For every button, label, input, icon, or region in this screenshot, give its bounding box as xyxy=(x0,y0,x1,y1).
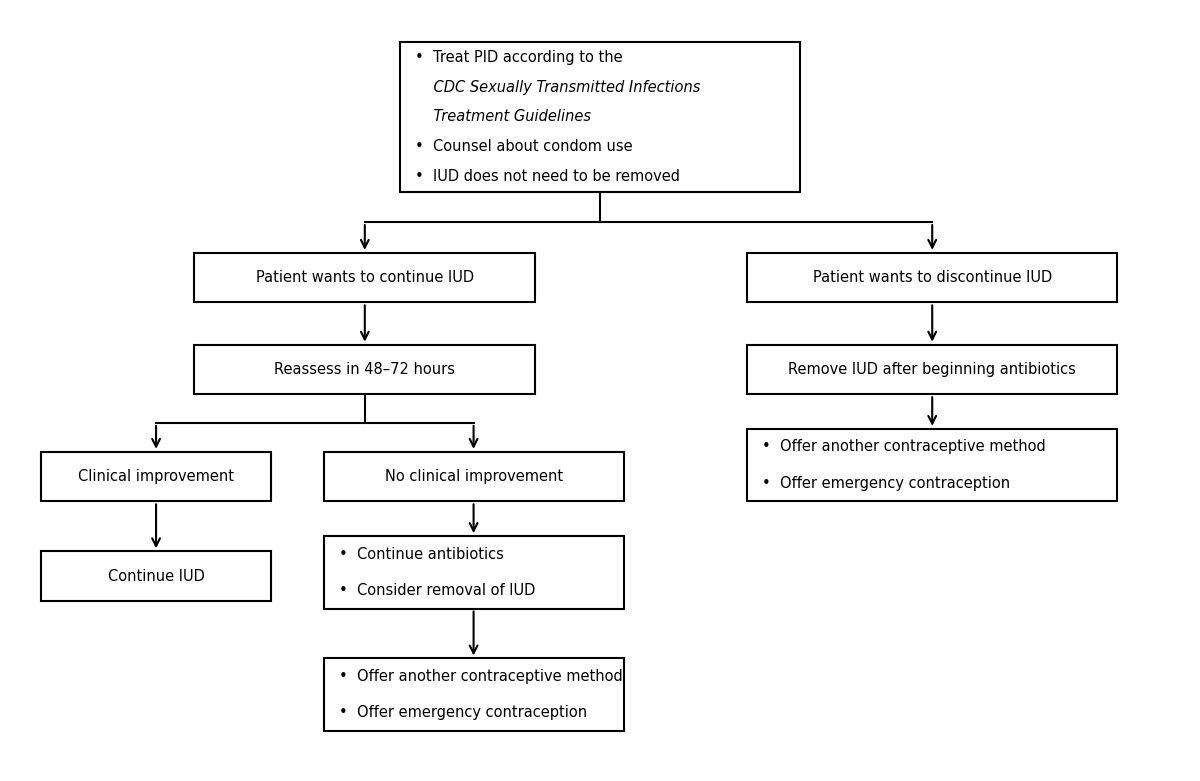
Text: •  Offer emergency contraception: • Offer emergency contraception xyxy=(338,705,587,720)
Text: Reassess in 48–72 hours: Reassess in 48–72 hours xyxy=(275,362,455,377)
Text: •  Offer another contraceptive method: • Offer another contraceptive method xyxy=(762,440,1046,455)
FancyBboxPatch shape xyxy=(194,253,535,302)
Text: Patient wants to continue IUD: Patient wants to continue IUD xyxy=(256,270,474,285)
Text: Treatment Guidelines: Treatment Guidelines xyxy=(415,109,592,124)
Text: Continue IUD: Continue IUD xyxy=(108,569,204,583)
Text: Remove IUD after beginning antibiotics: Remove IUD after beginning antibiotics xyxy=(788,362,1076,377)
Text: •  Consider removal of IUD: • Consider removal of IUD xyxy=(338,583,535,598)
Text: Patient wants to discontinue IUD: Patient wants to discontinue IUD xyxy=(812,270,1052,285)
FancyBboxPatch shape xyxy=(324,658,624,731)
Text: •  IUD does not need to be removed: • IUD does not need to be removed xyxy=(415,169,680,184)
Text: •  Continue antibiotics: • Continue antibiotics xyxy=(338,547,504,562)
FancyBboxPatch shape xyxy=(42,451,271,501)
Text: •  Treat PID according to the: • Treat PID according to the xyxy=(415,50,623,65)
FancyBboxPatch shape xyxy=(194,344,535,394)
FancyBboxPatch shape xyxy=(324,536,624,608)
FancyBboxPatch shape xyxy=(746,253,1117,302)
FancyBboxPatch shape xyxy=(42,551,271,601)
Text: •  Counsel about condom use: • Counsel about condom use xyxy=(415,139,632,154)
FancyBboxPatch shape xyxy=(400,42,800,191)
Text: Clinical improvement: Clinical improvement xyxy=(78,469,234,484)
Text: CDC Sexually Transmitted Infections: CDC Sexually Transmitted Infections xyxy=(415,80,701,95)
FancyBboxPatch shape xyxy=(324,451,624,501)
FancyBboxPatch shape xyxy=(746,344,1117,394)
Text: No clinical improvement: No clinical improvement xyxy=(384,469,563,484)
Text: •  Offer another contraceptive method: • Offer another contraceptive method xyxy=(338,669,623,684)
FancyBboxPatch shape xyxy=(746,429,1117,501)
Text: •  Offer emergency contraception: • Offer emergency contraception xyxy=(762,476,1010,490)
